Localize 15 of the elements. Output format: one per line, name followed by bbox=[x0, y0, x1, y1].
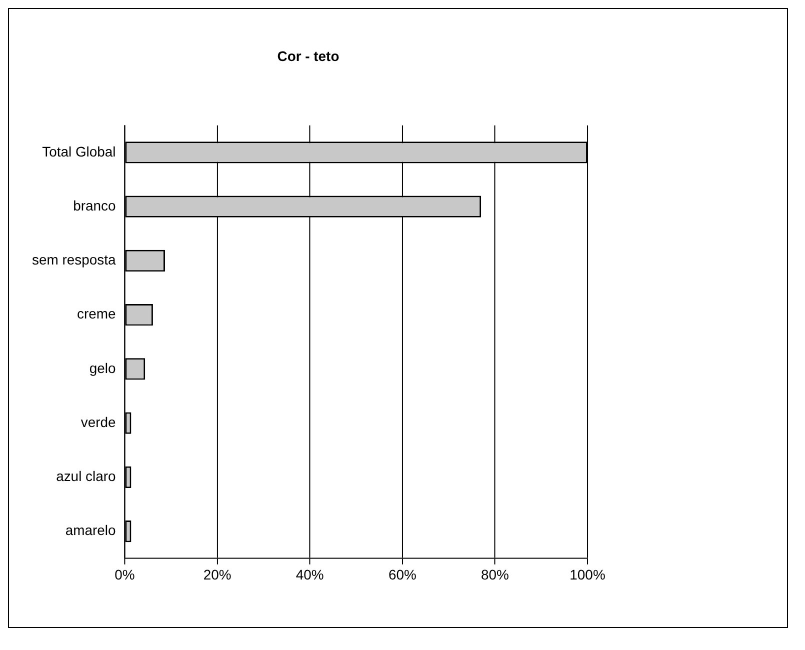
y-tick-label: Total Global bbox=[42, 143, 116, 160]
y-tick-label: gelo bbox=[89, 360, 116, 376]
y-tick-label: amarelo bbox=[65, 522, 116, 538]
x-tick-label: 80% bbox=[481, 566, 509, 583]
x-tick-label: 40% bbox=[296, 566, 324, 583]
y-tick-label: azul claro bbox=[56, 468, 116, 484]
chart-title: Cor - teto bbox=[277, 48, 340, 64]
y-tick-label: creme bbox=[77, 306, 116, 322]
y-tick-label: sem resposta bbox=[32, 252, 116, 268]
y-tick-label: branco bbox=[73, 197, 116, 214]
x-tick-label: 60% bbox=[388, 566, 416, 583]
x-tick-label: 100% bbox=[570, 566, 606, 583]
y-tick-label: verde bbox=[80, 414, 116, 430]
x-tick-label: 20% bbox=[203, 566, 232, 583]
x-tick-label: 0% bbox=[114, 566, 135, 583]
